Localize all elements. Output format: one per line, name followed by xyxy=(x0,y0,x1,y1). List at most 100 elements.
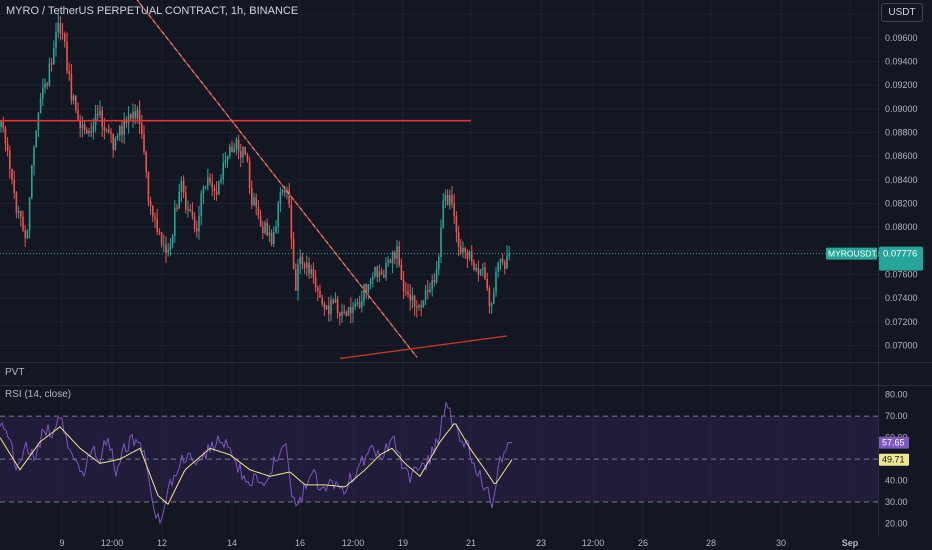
candle-body xyxy=(2,120,4,128)
candle-body xyxy=(416,306,418,308)
candle-body xyxy=(105,129,108,131)
x-tick-label: 14 xyxy=(227,538,237,548)
y-tick-label: 0.08400 xyxy=(885,175,918,185)
candle-body xyxy=(114,138,117,150)
downtrend-dash-line xyxy=(136,0,418,358)
candle-body xyxy=(504,262,506,269)
candle-body xyxy=(451,195,453,204)
y-tick-label: 0.08600 xyxy=(885,151,918,161)
candle-body xyxy=(237,139,240,152)
candle-body xyxy=(323,303,326,309)
y-tick-label: 0.08800 xyxy=(885,127,918,137)
candle-body xyxy=(97,114,99,116)
candle-body xyxy=(94,114,97,126)
symbol-tag-bg xyxy=(826,247,877,260)
candle-body xyxy=(103,126,106,131)
candle-body xyxy=(55,32,57,49)
candle-body xyxy=(495,271,497,293)
candle-body xyxy=(152,205,154,217)
candle-body xyxy=(46,83,48,86)
candle-body xyxy=(387,259,389,263)
candle-body xyxy=(160,232,163,245)
candle-body xyxy=(374,266,376,276)
candle-body xyxy=(438,256,440,270)
rsi-value-tag: 57.65 xyxy=(882,438,905,448)
candle-body xyxy=(418,305,420,308)
candle-body xyxy=(422,300,425,308)
x-tick-label: 26 xyxy=(638,538,648,548)
candle-body xyxy=(154,216,156,219)
candle-body xyxy=(242,147,244,158)
candle-body xyxy=(394,252,396,259)
candle-body xyxy=(268,232,271,236)
currency-button[interactable]: USDT xyxy=(881,3,923,22)
y-tick-label: 0.07000 xyxy=(885,340,918,350)
candle-body xyxy=(270,232,273,245)
candle-body xyxy=(471,251,473,262)
candle-body xyxy=(26,230,29,239)
candle-body xyxy=(363,284,365,301)
candle-body xyxy=(211,182,213,188)
candle-body xyxy=(209,177,211,183)
candle-body xyxy=(24,230,26,239)
y-tick-label: 0.09400 xyxy=(885,57,918,67)
candle-body xyxy=(202,187,205,194)
candle-body xyxy=(189,209,191,211)
y-tick-label: 0.08200 xyxy=(885,198,918,208)
candle-body xyxy=(497,262,499,272)
x-tick-label: 30 xyxy=(776,538,786,548)
candle-body xyxy=(35,130,37,148)
candle-body xyxy=(279,192,282,204)
candle-body xyxy=(446,194,449,206)
candle-body xyxy=(376,266,378,277)
candle-body xyxy=(79,119,81,128)
candle-body xyxy=(341,311,343,317)
candle-body xyxy=(328,305,330,315)
candle-body xyxy=(141,123,143,135)
candle-body xyxy=(343,311,345,313)
x-tick-label: 12:00 xyxy=(342,538,365,548)
candle-body xyxy=(198,215,200,232)
candle-body xyxy=(508,253,510,256)
candle-body xyxy=(336,299,339,314)
candle-body xyxy=(132,111,134,119)
candle-body xyxy=(4,127,7,144)
rsi-band xyxy=(0,416,878,503)
candle-body xyxy=(187,209,189,211)
candle-body xyxy=(499,258,502,263)
candle-body xyxy=(413,295,416,307)
candle-body xyxy=(101,110,103,127)
candle-body xyxy=(64,33,66,42)
candle-body xyxy=(420,305,422,308)
candle-body xyxy=(11,168,13,180)
candle-body xyxy=(121,125,123,135)
candle-body xyxy=(143,134,145,153)
candle-body xyxy=(15,192,18,213)
x-tick-label: 12:00 xyxy=(101,538,124,548)
uptrend-line xyxy=(339,335,508,360)
rsi-tick-label: 40.00 xyxy=(885,476,908,486)
x-tick-label: 19 xyxy=(398,538,408,548)
candle-body xyxy=(301,256,304,265)
candle-body xyxy=(231,146,233,153)
candle-body xyxy=(449,195,451,206)
candle-body xyxy=(350,307,352,314)
candle-body xyxy=(149,201,152,206)
price-axis-border xyxy=(878,0,879,536)
candle-body xyxy=(156,218,158,232)
candle-body xyxy=(473,261,475,270)
candle-body xyxy=(442,200,444,228)
candle-body xyxy=(90,131,92,133)
candle-body xyxy=(75,95,77,111)
rsi-ma-tag-bg xyxy=(879,453,909,466)
candle-body xyxy=(453,203,455,217)
candle-body xyxy=(378,271,381,277)
candle-body xyxy=(462,248,464,253)
candle-body xyxy=(138,109,141,124)
candle-body xyxy=(475,267,477,270)
candle-body xyxy=(127,114,130,123)
candle-body xyxy=(297,264,299,291)
candle-body xyxy=(59,22,62,34)
candle-body xyxy=(310,269,312,275)
